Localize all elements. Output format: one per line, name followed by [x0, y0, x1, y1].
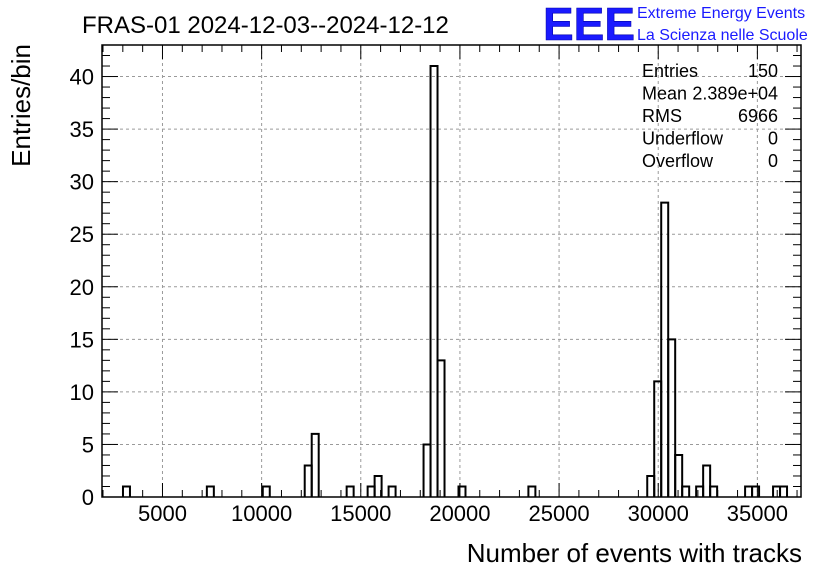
histogram-bin	[436, 359, 446, 497]
axis-ticks	[102, 44, 801, 498]
stats-value: 0	[768, 151, 778, 171]
histogram-bars	[121, 65, 789, 497]
histogram-bin	[695, 485, 705, 497]
histogram-bin	[779, 485, 789, 497]
x-tick-label: 15000	[330, 501, 391, 526]
y-axis-title: Entries/bin	[6, 44, 36, 167]
histogram-bin	[660, 201, 670, 497]
x-tick-label: 20000	[429, 501, 490, 526]
tick-labels: 5000 10000 15000 20000 25000 30000 35000 0 5 10 15…	[70, 65, 788, 526]
histogram-bin	[457, 485, 467, 497]
y-tick-label: 0	[82, 485, 94, 510]
histogram-bin	[261, 485, 271, 497]
histogram-bin	[527, 485, 537, 497]
stats-value: 150	[748, 61, 778, 81]
x-tick-label: 35000	[727, 501, 788, 526]
histogram-bin	[303, 464, 313, 497]
histogram-bin	[422, 443, 432, 497]
y-tick-label: 40	[70, 65, 94, 90]
y-tick-label: 35	[70, 117, 94, 142]
histogram-bin	[205, 485, 215, 497]
stats-value: 0	[768, 129, 778, 149]
stats-label: Entries	[642, 61, 698, 81]
stats-value: 6966	[738, 106, 778, 126]
histogram-bin	[646, 474, 656, 497]
histogram-bin	[702, 464, 712, 497]
x-tick-label: 30000	[628, 501, 689, 526]
histogram-bin	[751, 485, 761, 497]
histogram-bin	[310, 432, 320, 497]
histogram-bin	[345, 485, 355, 497]
x-tick-label: 5000	[138, 501, 187, 526]
histogram-bin	[373, 474, 383, 497]
stats-label: Mean	[642, 84, 687, 104]
histogram-bin	[772, 485, 782, 497]
histogram-bin	[681, 485, 691, 497]
histogram-bin	[674, 453, 684, 497]
y-tick-label: 30	[70, 170, 94, 195]
histogram-bin	[429, 65, 439, 497]
x-tick-label: 25000	[528, 501, 589, 526]
grid-lines	[102, 45, 801, 497]
plot-frame	[101, 44, 802, 498]
histogram-bin	[653, 380, 663, 497]
y-tick-label: 25	[70, 222, 94, 247]
y-tick-label: 10	[70, 380, 94, 405]
histogram-bin	[366, 485, 376, 497]
histogram-bin	[709, 485, 719, 497]
histogram-bin	[744, 485, 754, 497]
x-axis-title: Number of events with tracks	[467, 538, 802, 568]
eee-logo: EEE Extreme Energy Events La Scienza nel…	[543, 0, 808, 50]
histogram-bin	[387, 485, 397, 497]
histogram-bin	[121, 485, 131, 497]
y-tick-label: 20	[70, 275, 94, 300]
y-tick-label: 5	[82, 432, 94, 457]
histogram-bin	[667, 338, 677, 497]
stats-label: RMS	[642, 106, 682, 126]
stats-label: Underflow	[642, 129, 724, 149]
eee-logo-line1: Extreme Energy Events	[637, 5, 805, 22]
chart-title: FRAS-01 2024-12-03--2024-12-12	[82, 12, 449, 39]
stats-value: 2.389e+04	[692, 84, 778, 104]
stats-box: Entries 150 Mean 2.389e+04 RMS 6966 Underflow 0…	[642, 61, 778, 171]
stats-label: Overflow	[642, 151, 714, 171]
eee-logo-line2: La Scienza nelle Scuole	[637, 27, 808, 44]
eee-logo-mark: EEE	[543, 0, 635, 50]
x-tick-label: 10000	[231, 501, 292, 526]
y-tick-label: 15	[70, 327, 94, 352]
